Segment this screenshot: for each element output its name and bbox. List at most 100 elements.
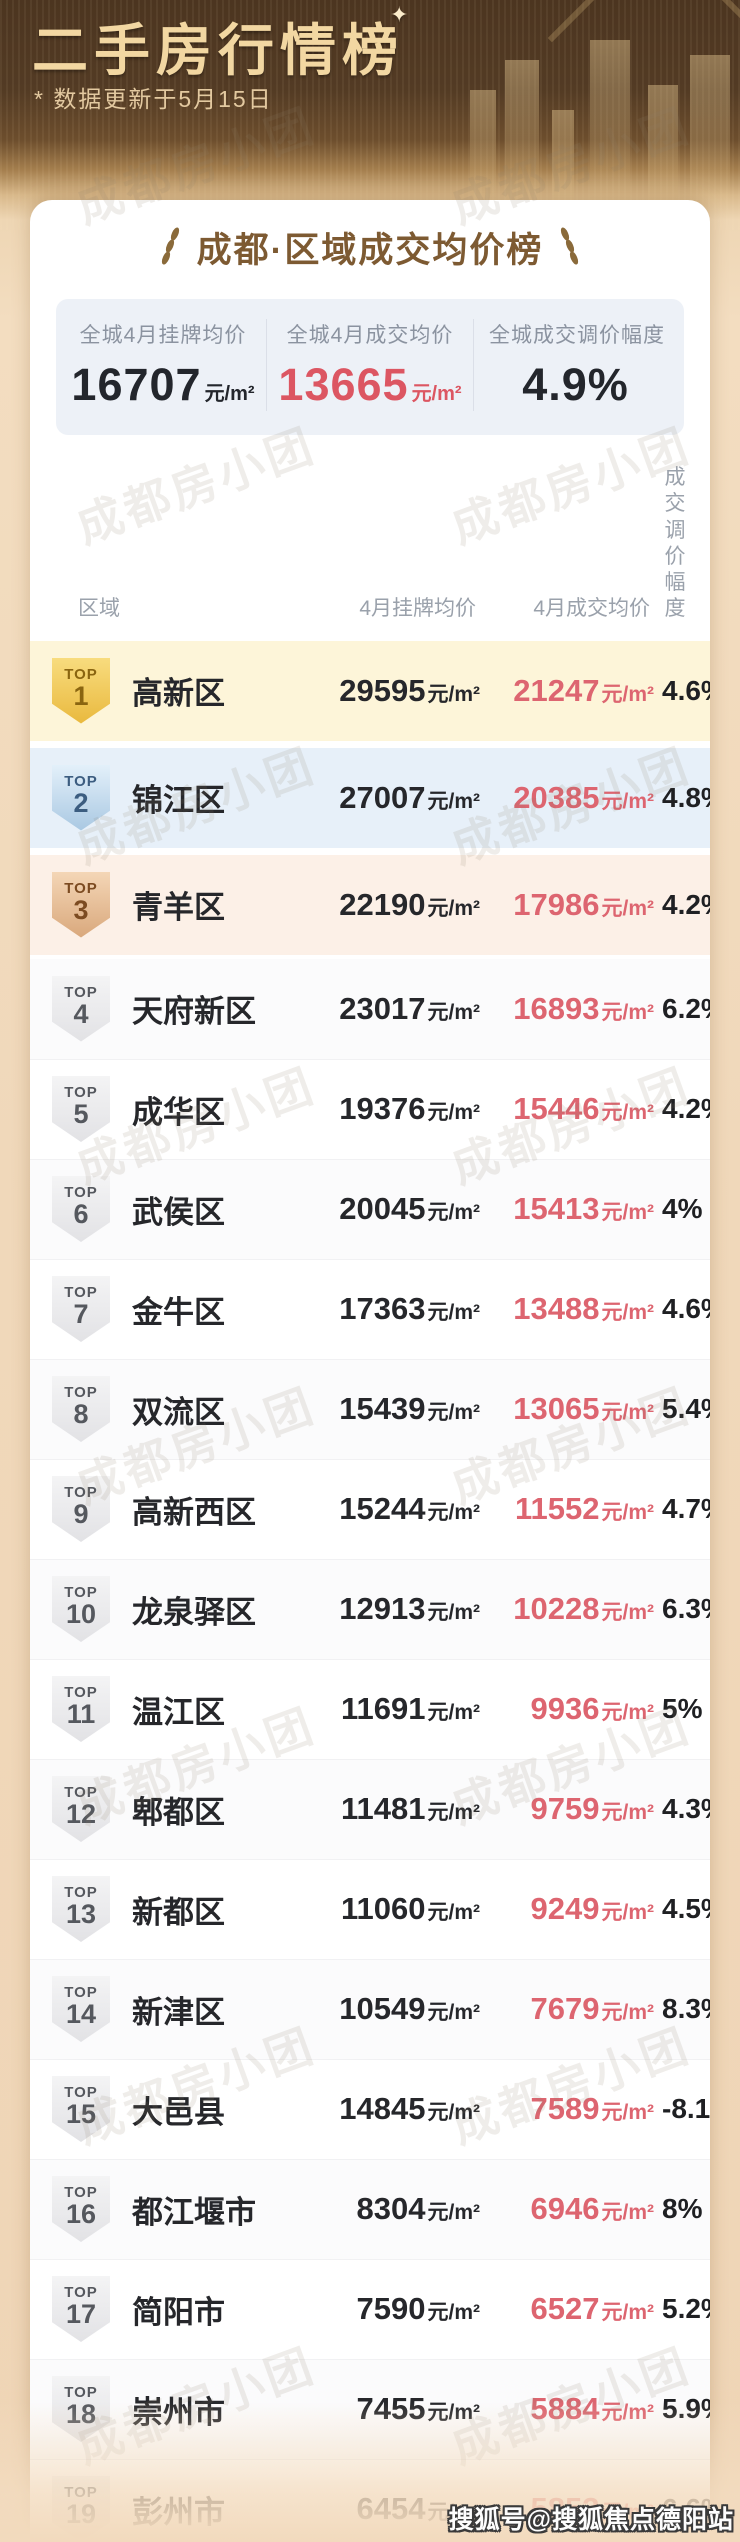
adjustment-pct: 5.2% (662, 2293, 710, 2324)
deal-price: 7589元/m² (530, 2091, 654, 2126)
rank-badge: TOP 19 (52, 2476, 110, 2542)
card-title-row: 成都·区域成交均价榜 (30, 222, 710, 273)
stat-label: 全城4月挂牌均价 (79, 324, 247, 347)
stat-value: 4.9% (522, 359, 629, 410)
rank-badge: TOP 10 (52, 1576, 110, 1642)
rank-badge: TOP 17 (52, 2276, 110, 2342)
deal-price: 13488元/m² (513, 1291, 654, 1326)
listing-price: 12913元/m² (339, 1591, 480, 1626)
region-name: 高新西区 (132, 1494, 256, 1530)
region-name: 彭州市 (132, 2494, 225, 2530)
laurel-right-icon (561, 226, 579, 265)
sohu-watermark: 搜狐号@搜狐焦点德阳站 (448, 2506, 734, 2534)
building-bar-icon (505, 60, 539, 220)
adjustment-pct: 5% (662, 1693, 703, 1724)
rank-badge: TOP 3 (52, 871, 110, 938)
region-name: 天府新区 (132, 994, 256, 1029)
listing-price: 15439元/m² (339, 1391, 480, 1426)
col-header-listing-price: 4月挂牌均价 (359, 597, 476, 621)
region-name: 双流区 (132, 1394, 225, 1430)
rank-badge: TOP 13 (52, 1876, 110, 1942)
listing-price: 15244元/m² (339, 1491, 480, 1526)
region-name: 成华区 (132, 1094, 225, 1130)
summary-stats: 全城4月挂牌均价 16707 元/m² 全城4月成交均价 13665 元/m² 全城成交调价… (56, 299, 684, 435)
listing-price: 7455元/m² (356, 2391, 480, 2426)
table-row-top16: TOP 16 都江堰市 8304元/m² 6946元/m² 8% (30, 2158, 710, 2259)
building-bar-icon (590, 40, 630, 230)
col-header-adjustment: 成交 调价幅度 (664, 466, 686, 621)
banner: 二手房行情榜 ✦ * 数据更新于5月15日 (0, 0, 740, 230)
listing-price: 19376元/m² (339, 1091, 480, 1126)
region-name: 崇州市 (132, 2394, 225, 2430)
deal-price: 6946元/m² (530, 2191, 654, 2226)
rank-badge: TOP 6 (52, 1176, 110, 1242)
adjustment-pct: 6.2% (662, 992, 710, 1024)
rank-badge: TOP 16 (52, 2176, 110, 2242)
listing-price: 8304元/m² (356, 2191, 480, 2226)
laurel-left-icon (161, 226, 179, 265)
deal-price: 5884元/m² (530, 2391, 654, 2426)
listing-price: 10549元/m² (339, 1991, 480, 2026)
adjustment-pct: 4.6% (662, 674, 710, 706)
rank-badge: TOP 5 (52, 1076, 110, 1142)
rank-badge: TOP 18 (52, 2376, 110, 2442)
listing-price: 14845元/m² (339, 2091, 480, 2126)
deal-price: 13065元/m² (513, 1391, 654, 1426)
region-name: 温江区 (132, 1694, 225, 1730)
summary-stat: 全城成交调价幅度 4.9% (473, 319, 680, 411)
rank-badge: TOP 8 (52, 1376, 110, 1442)
deal-price: 15413元/m² (513, 1191, 654, 1226)
listing-price: 22190元/m² (339, 886, 480, 922)
table-header: 区域 4月挂牌均价 4月成交均价 成交 调价幅度 (30, 435, 710, 637)
region-name: 高新区 (132, 676, 225, 711)
adjustment-pct: 4.3% (662, 1793, 710, 1824)
adjustment-pct: 8% (662, 2193, 703, 2224)
deal-price: 21247元/m² (513, 672, 654, 708)
adjustment-pct: 4.7% (662, 1493, 710, 1524)
col-header-deal-price: 4月成交均价 (533, 597, 650, 621)
region-name: 龙泉驿区 (132, 1594, 256, 1630)
region-name: 武侯区 (132, 1194, 225, 1230)
sparkle-icon: ✦ (390, 2, 415, 27)
region-name: 大邑县 (132, 2094, 225, 2130)
table-body: TOP1高新区29595元/m²21247元/m²4.6%TOP2锦江区2700… (30, 640, 710, 2542)
rank-badge: TOP 11 (52, 1676, 110, 1742)
region-name: 新都区 (132, 1894, 225, 1930)
region-name: 都江堰市 (132, 2194, 256, 2230)
building-bar-icon (470, 90, 496, 220)
adjustment-pct: 4.2% (662, 888, 710, 920)
region-name: 郫都区 (132, 1794, 225, 1830)
stat-value: 16707 元/m² (71, 359, 255, 410)
table-row-top11: TOP 11 温江区 11691元/m² 9936元/m² 5% (30, 1658, 710, 1759)
region-name: 新津区 (132, 1994, 225, 2030)
listing-price: 11060元/m² (341, 1891, 480, 1926)
adjustment-pct: 4.2% (662, 1093, 710, 1124)
rank-badge: TOP 9 (52, 1476, 110, 1542)
rank-badge: TOP 7 (52, 1276, 110, 1342)
page-title: 二手房行情榜 ✦ (32, 2, 415, 82)
summary-stat: 全城4月成交均价 13665 元/m² (266, 319, 473, 411)
deal-price: 9759元/m² (530, 1791, 654, 1826)
rank-badge: TOP 14 (52, 1976, 110, 2042)
rank-badge: TOP 4 (52, 975, 110, 1042)
ranking-card: 成都·区域成交均价榜 全城4月挂牌均价 16707 元/m² 全城4月成交均价 1366… (30, 200, 710, 2542)
adjustment-pct: 5.4% (662, 1393, 710, 1424)
listing-price: 7590元/m² (356, 2291, 480, 2326)
deal-price: 20385元/m² (513, 779, 654, 815)
rank-badge: TOP 1 (52, 657, 110, 724)
col-header-region: 区域 (78, 597, 120, 621)
adjustment-pct: 6.3% (662, 1593, 710, 1624)
listing-price: 23017元/m² (339, 990, 480, 1026)
adjustment-pct: 4.8% (662, 781, 710, 813)
stat-label: 全城4月成交均价 (286, 324, 454, 347)
